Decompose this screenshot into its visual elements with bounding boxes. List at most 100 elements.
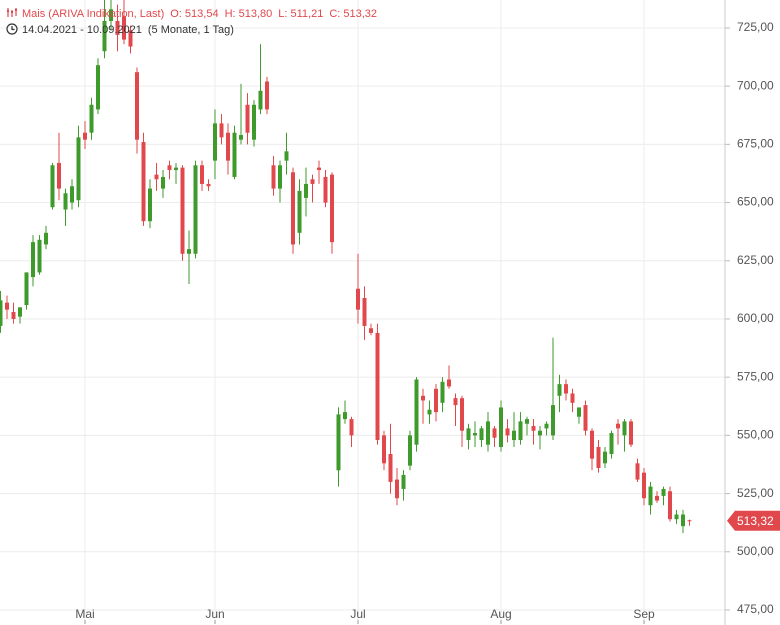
candle-body bbox=[265, 81, 269, 110]
candle-body bbox=[122, 16, 126, 40]
candle-body bbox=[284, 151, 289, 161]
candle-body bbox=[226, 132, 230, 161]
candle-body bbox=[486, 421, 490, 445]
candle-body bbox=[356, 288, 360, 310]
candle-body bbox=[187, 249, 191, 254]
candle-body bbox=[596, 447, 601, 468]
ohlc: O: 513,54 bbox=[170, 8, 219, 20]
candle-body bbox=[239, 135, 243, 140]
candle-body bbox=[252, 104, 256, 140]
candle-body bbox=[102, 20, 107, 52]
price-tag-label: 513,32 bbox=[737, 514, 774, 528]
candle-body bbox=[362, 298, 367, 326]
candle-body bbox=[642, 472, 646, 499]
candle-body bbox=[232, 132, 237, 177]
date-range: 14.04.2021 - 10.09.2021 bbox=[22, 24, 142, 36]
candle-body bbox=[492, 428, 497, 438]
candle-body bbox=[167, 165, 172, 170]
candle-body bbox=[635, 463, 640, 480]
candle-body bbox=[109, 9, 113, 21]
candle-body bbox=[31, 242, 35, 278]
candle-body bbox=[401, 474, 406, 489]
y-tick-label: 500,00 bbox=[737, 544, 774, 558]
x-tick-label: Jun bbox=[205, 607, 224, 621]
candle-body bbox=[687, 520, 692, 522]
candle-body bbox=[375, 332, 380, 441]
candle-body bbox=[466, 428, 471, 441]
candle-body bbox=[50, 165, 55, 208]
candle-body bbox=[317, 167, 321, 170]
ohlc: C: 513,32 bbox=[329, 8, 378, 20]
ohlc: H: 513,80 bbox=[224, 8, 273, 20]
candle-body bbox=[349, 419, 354, 436]
candle-body bbox=[180, 167, 185, 254]
candle-body bbox=[531, 426, 536, 431]
x-tick-label: Mai bbox=[75, 607, 94, 621]
candle-body bbox=[505, 428, 510, 436]
candle-icon bbox=[7, 8, 17, 17]
candle-body bbox=[421, 395, 425, 401]
candle-body bbox=[447, 379, 451, 387]
candle-body bbox=[330, 174, 334, 243]
candle-body bbox=[590, 430, 594, 459]
candle-body bbox=[668, 491, 672, 520]
candle-body bbox=[83, 132, 87, 140]
candle-body bbox=[440, 381, 445, 403]
candle-body bbox=[460, 398, 464, 431]
candle-body bbox=[388, 453, 393, 482]
candle-body bbox=[11, 311, 16, 319]
candle-body bbox=[148, 188, 152, 222]
x-tick-label: Aug bbox=[490, 607, 511, 621]
candle-body bbox=[96, 65, 100, 110]
y-tick-label: 625,00 bbox=[737, 253, 774, 267]
candle-body bbox=[408, 435, 412, 466]
y-tick-label: 700,00 bbox=[737, 78, 774, 92]
candle-body bbox=[135, 72, 139, 140]
candle-body bbox=[473, 433, 477, 436]
y-tick-label: 550,00 bbox=[737, 428, 774, 442]
candle-body bbox=[655, 495, 659, 501]
candle-body bbox=[538, 430, 542, 436]
candle-body bbox=[583, 405, 588, 431]
candle-body bbox=[258, 90, 263, 110]
candle-body bbox=[453, 398, 458, 406]
candle-body bbox=[219, 123, 224, 138]
candle-body bbox=[499, 407, 503, 448]
candle-body bbox=[395, 479, 399, 499]
candle-body bbox=[544, 423, 549, 429]
candle-body bbox=[629, 421, 633, 445]
candle-body bbox=[681, 514, 685, 527]
range-line: 14.04.2021 - 10.09.2021 (5 Monate, 1 Tag) bbox=[6, 23, 240, 36]
candle-body bbox=[577, 407, 581, 417]
candle-body bbox=[24, 272, 29, 305]
y-tick-label: 525,00 bbox=[737, 486, 774, 500]
candle-body bbox=[161, 176, 165, 189]
candle-body bbox=[0, 300, 3, 326]
clock-icon bbox=[6, 23, 18, 35]
y-tick-label: 475,00 bbox=[737, 602, 774, 616]
candle-body bbox=[616, 423, 620, 429]
candle-body bbox=[564, 384, 568, 394]
candle-body bbox=[648, 486, 653, 506]
candle-body bbox=[193, 165, 198, 254]
candle-body bbox=[297, 190, 302, 233]
candle-body bbox=[570, 393, 575, 403]
candle-body bbox=[382, 435, 386, 464]
y-tick-label: 725,00 bbox=[737, 20, 774, 34]
candle-body bbox=[213, 123, 217, 161]
y-tick-label: 675,00 bbox=[737, 137, 774, 151]
candle-body bbox=[661, 488, 666, 496]
candle-body bbox=[141, 142, 146, 222]
candle-body bbox=[63, 193, 68, 210]
period: (5 Monate, 1 Tag) bbox=[147, 24, 234, 36]
candle-body bbox=[479, 428, 484, 441]
x-tick-label: Jul bbox=[350, 607, 365, 621]
candle-body bbox=[44, 232, 48, 245]
candle-body bbox=[343, 412, 347, 420]
y-tick-label: 575,00 bbox=[737, 369, 774, 383]
candle-body bbox=[200, 165, 204, 184]
candle-body bbox=[291, 172, 295, 245]
